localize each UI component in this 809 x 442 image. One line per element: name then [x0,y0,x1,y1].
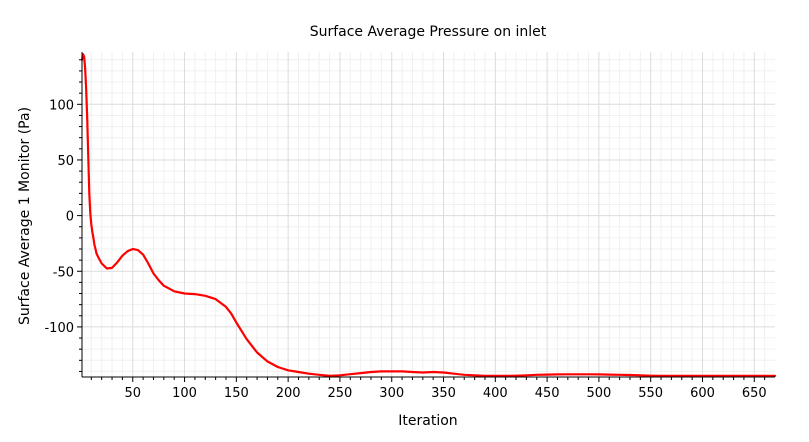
x-tick-label: 100 [172,386,197,401]
x-tick-label: 550 [638,386,663,401]
series-layer [80,53,777,377]
major-grid [82,52,775,377]
y-tick-label: -50 [53,265,74,280]
x-tick-label: 400 [483,386,508,401]
x-tick-label: 50 [124,386,141,401]
x-tick-label: 300 [379,386,404,401]
x-axis-ticks: 50 100 150 200 250 300 350 400 450 500 550 600 650 [90,377,767,401]
y-tick-label: 0 [66,210,74,225]
y-tick-label: 100 [49,98,74,113]
x-tick-label: 650 [742,386,767,401]
y-tick-label: -100 [44,321,74,336]
y-tick-label: 50 [57,154,74,169]
y-axis-label: Surface Average 1 Monitor (Pa) [17,107,33,325]
series-line [80,53,777,377]
x-axis-label: Iteration [398,413,457,429]
minor-grid [82,52,775,377]
y-axis-ticks: 100 50 0 -50 -100 [44,59,82,372]
x-tick-label: 250 [328,386,353,401]
x-tick-label: 450 [535,386,560,401]
x-tick-label: 600 [690,386,715,401]
chart-title: Surface Average Pressure on inlet [310,24,547,40]
x-tick-label: 500 [586,386,611,401]
x-tick-label: 350 [431,386,456,401]
x-tick-label: 200 [276,386,301,401]
x-tick-label: 150 [224,386,249,401]
axes [81,52,775,378]
